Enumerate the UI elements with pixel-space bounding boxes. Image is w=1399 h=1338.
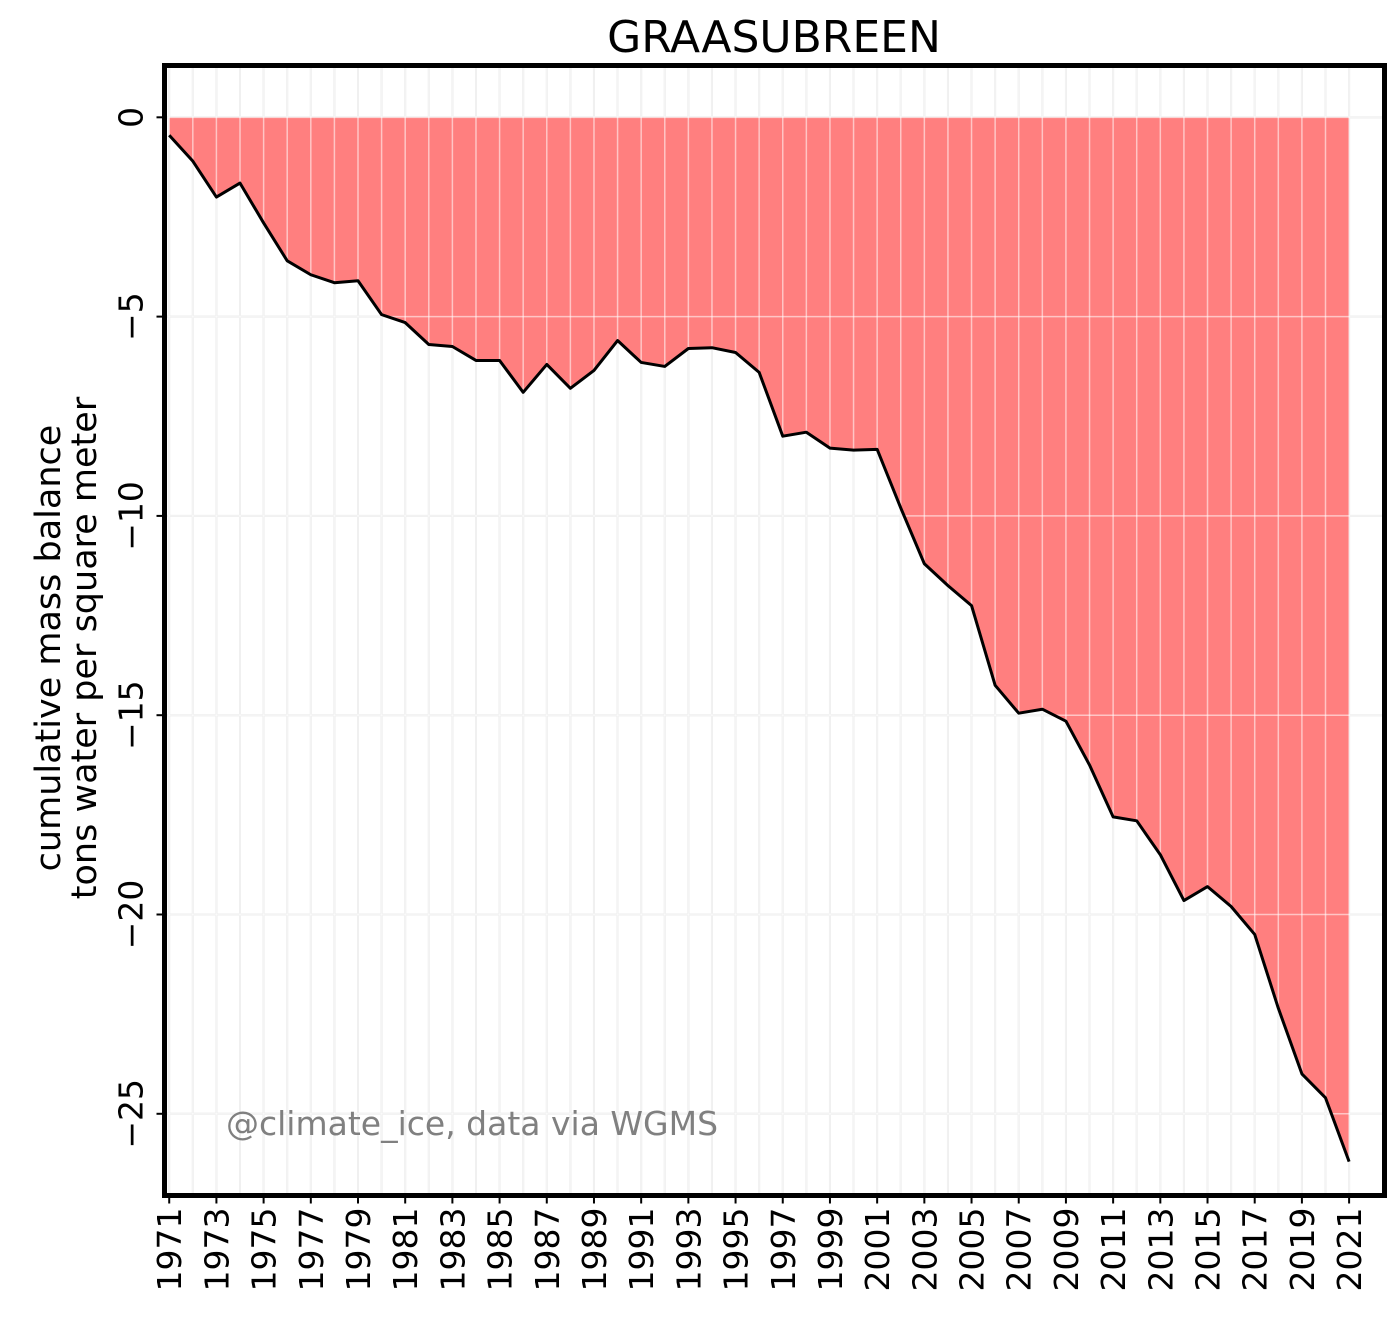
x-tick-label: 2015	[1189, 1208, 1228, 1292]
y-axis-ticks: 0 −5 −10 −15 −20 −25	[112, 107, 165, 1149]
x-tick-label: 1987	[528, 1208, 567, 1292]
x-tick-label: 2001	[858, 1208, 897, 1292]
y-axis-label-line-2: tons water per square meter	[65, 396, 105, 899]
y-axis-label: cumulative mass balance tons water per s…	[29, 396, 105, 899]
x-tick-label: 1979	[339, 1208, 378, 1292]
series-area-fill	[169, 117, 1350, 1162]
y-tick-label: 0	[112, 107, 151, 128]
x-tick-label: 1997	[764, 1208, 803, 1292]
x-tick-label: 1975	[245, 1208, 284, 1292]
y-tick-label: −15	[112, 680, 151, 750]
x-tick-label: 1993	[669, 1208, 708, 1292]
x-tick-label: 2021	[1330, 1208, 1369, 1292]
x-tick-label: 2017	[1236, 1208, 1275, 1292]
watermark-text: @climate_ice, data via WGMS	[226, 1104, 718, 1143]
x-tick-label: 2011	[1094, 1208, 1133, 1292]
x-tick-label: 2019	[1283, 1208, 1322, 1292]
y-tick-label: −10	[112, 481, 151, 551]
x-tick-label: 2005	[953, 1208, 992, 1292]
x-tick-label: 1999	[811, 1208, 850, 1292]
x-axis-ticks: 1971 1973 1975 1977 1979 1981 1983 1985 1987 1989…	[150, 1195, 1369, 1292]
x-tick-label: 1973	[197, 1208, 236, 1292]
area-fill-layer	[169, 117, 1350, 1162]
x-tick-label: 1977	[292, 1208, 331, 1292]
plot-frame	[162, 63, 1387, 1198]
y-axis-label-line-1: cumulative mass balance	[29, 425, 69, 872]
series-line	[168, 134, 1351, 1163]
x-tick-label: 2007	[1000, 1208, 1039, 1292]
y-tick-label: −5	[112, 292, 151, 341]
x-tick-label: 2009	[1047, 1208, 1086, 1292]
y-tick-label: −20	[112, 880, 151, 950]
grid-overlay	[164, 65, 1385, 1196]
x-tick-label: 1985	[481, 1208, 520, 1292]
x-tick-label: 1991	[622, 1208, 661, 1292]
chart-title: GRAASUBREEN	[607, 12, 941, 63]
x-tick-label: 1983	[433, 1208, 472, 1292]
y-tick-label: −25	[112, 1079, 151, 1149]
x-tick-label: 1981	[386, 1208, 425, 1292]
x-tick-label: 2003	[905, 1208, 944, 1292]
x-tick-label: 1971	[150, 1208, 189, 1292]
series-line-layer	[168, 134, 1351, 1163]
x-tick-label: 1995	[717, 1208, 756, 1292]
x-tick-label: 2013	[1141, 1208, 1180, 1292]
x-tick-label: 1989	[575, 1208, 614, 1292]
